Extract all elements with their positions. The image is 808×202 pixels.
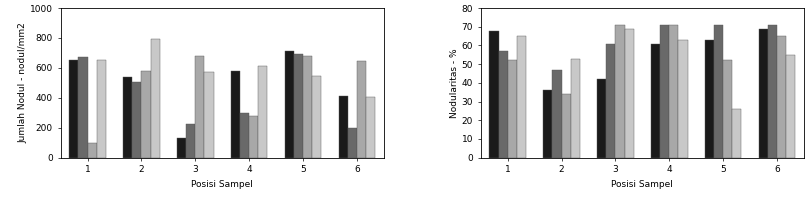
Bar <box>249 116 259 158</box>
Bar <box>366 97 375 158</box>
Bar <box>499 51 507 158</box>
Bar <box>339 96 347 158</box>
Bar <box>679 40 688 158</box>
Bar <box>259 66 267 158</box>
Bar <box>133 82 141 158</box>
Bar <box>150 39 160 158</box>
Bar <box>517 36 526 158</box>
Bar <box>597 79 606 158</box>
Bar <box>312 76 322 158</box>
Bar <box>97 60 106 158</box>
Bar <box>231 71 240 158</box>
Bar <box>196 56 204 158</box>
Bar <box>759 29 768 158</box>
Bar <box>87 143 97 158</box>
Bar <box>651 44 660 158</box>
Bar <box>186 124 196 158</box>
Bar <box>705 40 714 158</box>
Bar <box>123 77 133 158</box>
X-axis label: Posisi Sampel: Posisi Sampel <box>612 180 673 189</box>
Bar <box>669 25 679 158</box>
Bar <box>69 60 78 158</box>
Bar <box>240 113 249 158</box>
Y-axis label: Nodularitas - %: Nodularitas - % <box>450 48 459 118</box>
Bar <box>204 72 213 158</box>
Bar <box>625 29 633 158</box>
Bar <box>768 25 777 158</box>
Bar <box>616 25 625 158</box>
Bar <box>570 59 580 158</box>
Bar <box>507 60 517 158</box>
Bar <box>294 54 303 158</box>
Bar <box>553 70 562 158</box>
Bar <box>543 90 553 158</box>
Bar <box>141 71 150 158</box>
Bar <box>78 57 87 158</box>
Bar <box>723 60 732 158</box>
Bar <box>357 61 366 158</box>
Bar <box>490 31 499 158</box>
Bar <box>786 55 795 158</box>
X-axis label: Posisi Sampel: Posisi Sampel <box>191 180 253 189</box>
Bar <box>714 25 723 158</box>
Bar <box>606 44 616 158</box>
Bar <box>660 25 669 158</box>
Bar <box>177 138 186 158</box>
Bar <box>303 56 312 158</box>
Bar <box>562 94 570 158</box>
Y-axis label: Jumlah Nodul - nodul/mm2: Jumlah Nodul - nodul/mm2 <box>19 22 27 143</box>
Bar <box>284 52 294 158</box>
Bar <box>347 128 357 158</box>
Bar <box>732 109 742 158</box>
Bar <box>777 36 786 158</box>
